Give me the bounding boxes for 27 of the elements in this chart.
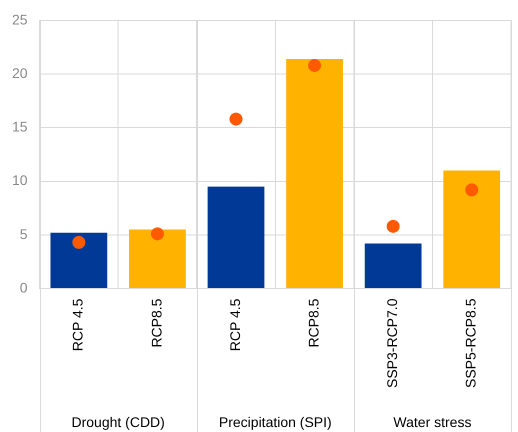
text: Drought (CDD) [71,414,165,430]
x-tick-label: SSP3-RCP7.0 [384,298,400,388]
bar [129,230,186,288]
y-tick-label: 5 [20,226,28,242]
y-tick-label: 10 [12,172,28,188]
point [465,183,478,196]
y-tick-label: 0 [20,279,28,296]
x-tick-label: SSP5-RCP8.5 [462,298,479,388]
bar [208,186,264,288]
point [150,227,164,240]
text: Precipitation (SPI) [218,414,332,430]
x-tick-label: RCP8.5 [148,298,164,348]
point [386,220,400,233]
text: Water stress [393,414,472,430]
point [308,58,322,72]
x-tick-label: RCP8.5 [305,298,322,348]
bar [286,59,343,288]
point [72,236,86,249]
bar [443,170,500,288]
y-tick-label: 15 [12,118,28,135]
x-tick-label: RCP 4.5 [226,298,243,352]
x-tick-label: RCP 4.5 [70,298,86,352]
bar [50,232,108,288]
y-tick-label: 25 [12,11,28,28]
point [230,112,242,126]
y-tick-label: 20 [12,64,28,81]
bar [364,243,422,288]
